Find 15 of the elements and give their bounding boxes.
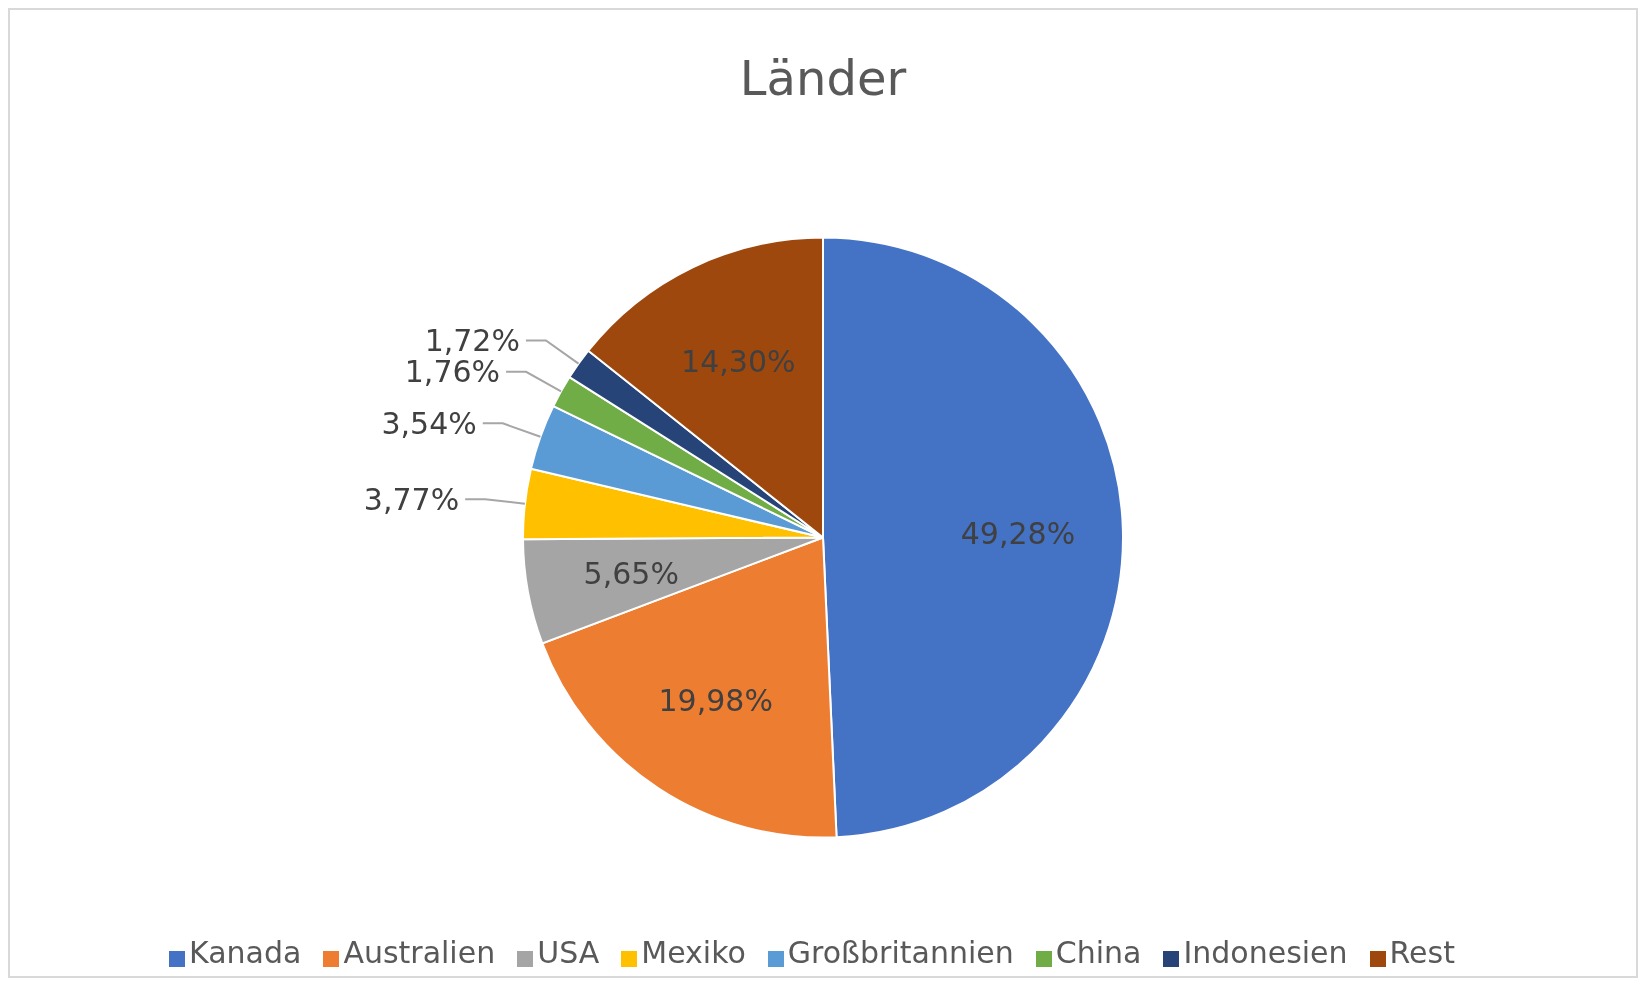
data-label: 3,77% [363,481,460,517]
legend-label: Australien [343,935,496,970]
data-label: 3,54% [381,405,477,441]
legend-label: Rest [1389,935,1455,970]
legend-label: China [1055,935,1142,970]
data-label: 14,30% [681,344,796,380]
legend-label: Indonesien [1183,935,1348,970]
legend-label: USA [537,935,600,970]
legend-label: Großbritannien [787,935,1014,970]
legend-label: Mexiko [641,935,746,970]
data-label: 19,98% [658,682,773,718]
data-label: 5,65% [583,555,679,591]
chart-title: Länder [738,49,908,108]
legend-label: Kanada [189,935,302,970]
data-label: 49,28% [960,515,1076,551]
